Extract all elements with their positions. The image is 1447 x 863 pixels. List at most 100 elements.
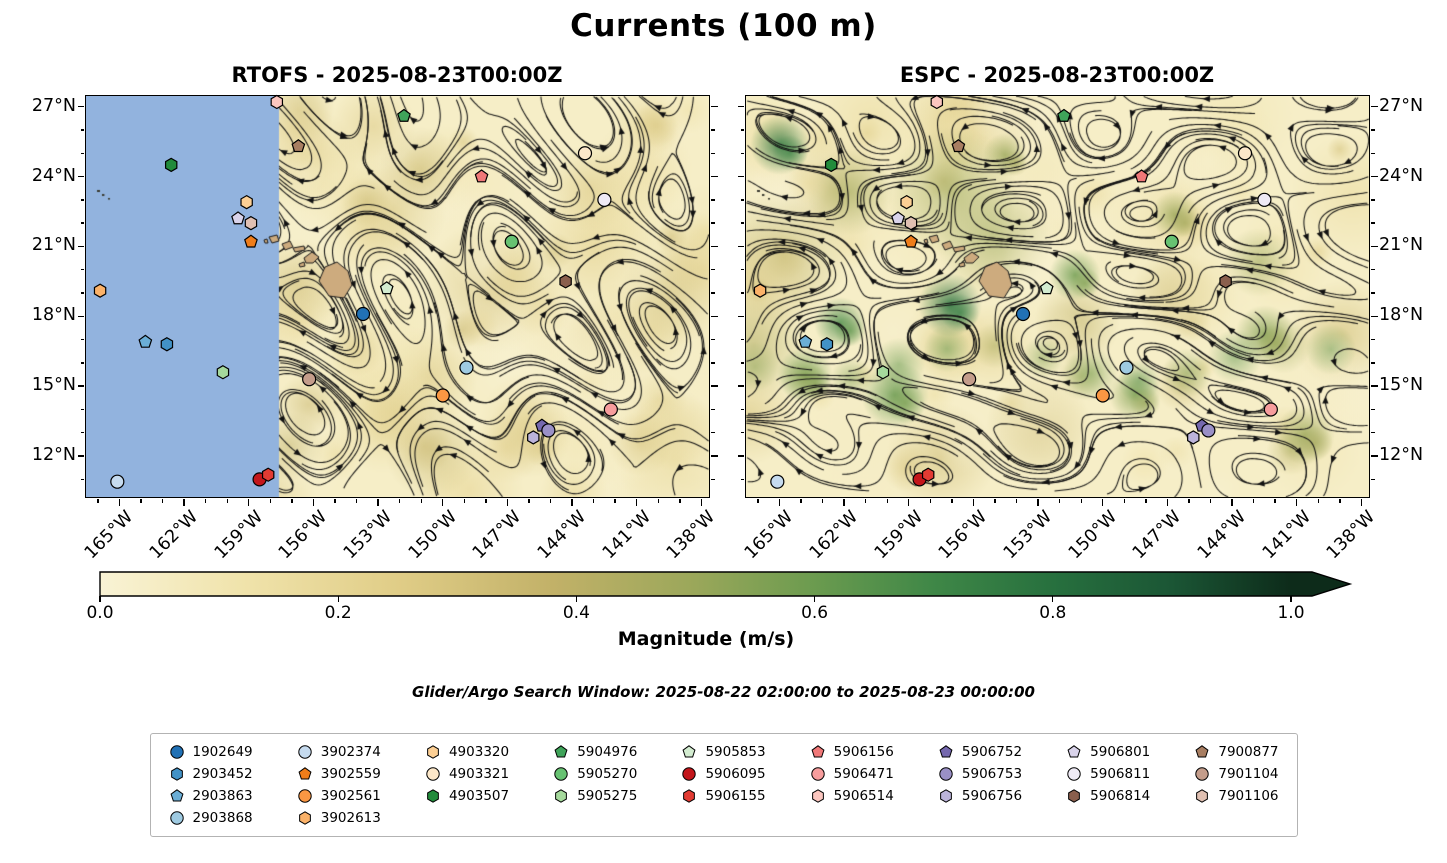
pentagon-marker-icon xyxy=(682,745,696,758)
x-tick-label: 156°W xyxy=(275,507,332,564)
axis-tick xyxy=(77,385,84,387)
axis-tick xyxy=(711,478,715,481)
axis-tick xyxy=(679,499,681,503)
x-tick-label: 141°W xyxy=(1258,507,1315,564)
legend-item-5906471: 5906471 xyxy=(810,764,894,784)
circle-marker-icon xyxy=(1195,767,1210,781)
x-tick-label: 150°W xyxy=(404,507,461,564)
legend-float-id: 5906155 xyxy=(705,788,766,804)
legend-float-id: 7901104 xyxy=(1218,766,1279,782)
axis-tick xyxy=(711,199,715,201)
float-marker-3902561 xyxy=(435,388,450,403)
pentagon-marker-icon xyxy=(298,767,312,780)
colorbar-bar xyxy=(99,571,1353,597)
legend-float-id: 5906514 xyxy=(833,788,894,804)
axis-tick xyxy=(140,499,142,503)
axis-tick xyxy=(485,499,487,503)
legend-item-4903507: 4903507 xyxy=(425,786,509,806)
axis-tick xyxy=(737,175,744,178)
axis-tick xyxy=(1080,499,1082,503)
axis-tick xyxy=(740,152,744,154)
axis-tick xyxy=(740,129,744,131)
legend-item-5905275: 5905275 xyxy=(553,786,637,806)
legend-float-id: 2903868 xyxy=(192,810,253,826)
axis-tick xyxy=(1058,499,1061,503)
axis-tick xyxy=(80,408,84,411)
y-tick-label: 12°N xyxy=(31,445,76,466)
axis-tick xyxy=(1371,385,1378,387)
x-tick-label: 162°W xyxy=(806,507,863,564)
legend-item-5906095: 5906095 xyxy=(681,764,766,784)
legend-item-7901104: 7901104 xyxy=(1194,764,1279,784)
legend-item-2903868: 2903868 xyxy=(169,808,253,828)
float-marker-5905275 xyxy=(876,365,890,380)
float-marker-5904976 xyxy=(397,108,411,122)
hexagon-marker-icon xyxy=(1068,789,1081,803)
legend-float-id: 2903452 xyxy=(192,766,253,782)
legend-float-id: 4903320 xyxy=(448,744,510,760)
axis-tick xyxy=(80,222,84,224)
float-marker-1902649 xyxy=(1015,306,1031,322)
axis-tick xyxy=(77,105,84,108)
subplot-title-rtofs: RTOFS - 2025-08-23T00:00Z xyxy=(231,63,563,87)
float-marker-2903863 xyxy=(798,334,813,348)
hexagon-marker-icon xyxy=(940,789,952,803)
x-tick-label: 144°W xyxy=(534,507,591,564)
axis-tick xyxy=(778,499,781,506)
x-tick-label: 156°W xyxy=(935,507,992,564)
float-marker-4903507 xyxy=(164,157,178,173)
map-panel-espc xyxy=(745,94,1370,498)
axis-tick xyxy=(80,129,84,131)
legend-item-1902649: 1902649 xyxy=(169,742,253,762)
hexagon-marker-icon xyxy=(1196,789,1209,803)
legend-float-id: 5906095 xyxy=(705,766,766,782)
axis-tick xyxy=(929,499,932,503)
axis-tick xyxy=(1371,362,1375,364)
axis-tick xyxy=(248,499,250,506)
axis-tick xyxy=(1371,315,1378,317)
axis-tick xyxy=(1371,269,1375,271)
axis-tick xyxy=(821,499,824,503)
axis-tick xyxy=(1252,499,1255,503)
axis-tick xyxy=(740,269,744,271)
y-tick-label: 15°N xyxy=(1379,375,1424,396)
hexagon-marker-icon xyxy=(683,789,696,803)
colorbar-tick-label: 0.0 xyxy=(86,603,114,623)
axis-tick xyxy=(700,499,703,506)
legend-float-id: 5905853 xyxy=(705,744,766,760)
axis-tick xyxy=(1037,499,1039,506)
axis-tick xyxy=(740,478,744,481)
legend-item-2903863: 2903863 xyxy=(169,786,253,806)
axis-tick xyxy=(711,222,715,224)
axis-tick xyxy=(398,499,401,503)
axis-tick xyxy=(1371,105,1378,108)
legend-item-4903320: 4903320 xyxy=(425,742,509,762)
legend-float-id: 5906753 xyxy=(961,766,1023,782)
float-marker-5906514 xyxy=(930,94,944,110)
axis-tick xyxy=(1209,499,1212,503)
axis-tick xyxy=(1231,499,1233,506)
legend-item-3902559: 3902559 xyxy=(297,764,381,784)
axis-tick xyxy=(77,455,84,457)
axis-tick xyxy=(711,362,715,364)
axis-tick xyxy=(1371,175,1378,178)
axis-tick xyxy=(420,499,422,503)
float-marker-5905270 xyxy=(1164,234,1179,249)
float-marker-4903320 xyxy=(900,194,913,210)
axis-tick xyxy=(80,338,84,341)
legend-item-7901106: 7901106 xyxy=(1194,786,1279,806)
legend-item-5906155: 5906155 xyxy=(681,786,766,806)
axis-tick xyxy=(506,499,509,506)
axis-tick xyxy=(757,499,759,503)
x-tick-label: 144°W xyxy=(1194,507,1251,564)
axis-tick xyxy=(226,499,228,503)
x-tick-label: 147°W xyxy=(1129,507,1186,564)
float-marker-7901104 xyxy=(302,372,317,387)
float-marker-5905853 xyxy=(1039,281,1054,295)
float-marker-5905270 xyxy=(504,234,519,249)
float-marker-1902649 xyxy=(355,306,371,322)
x-tick-label: 162°W xyxy=(146,507,203,564)
circle-marker-icon xyxy=(554,767,568,781)
pentagon-marker-icon xyxy=(554,745,568,758)
